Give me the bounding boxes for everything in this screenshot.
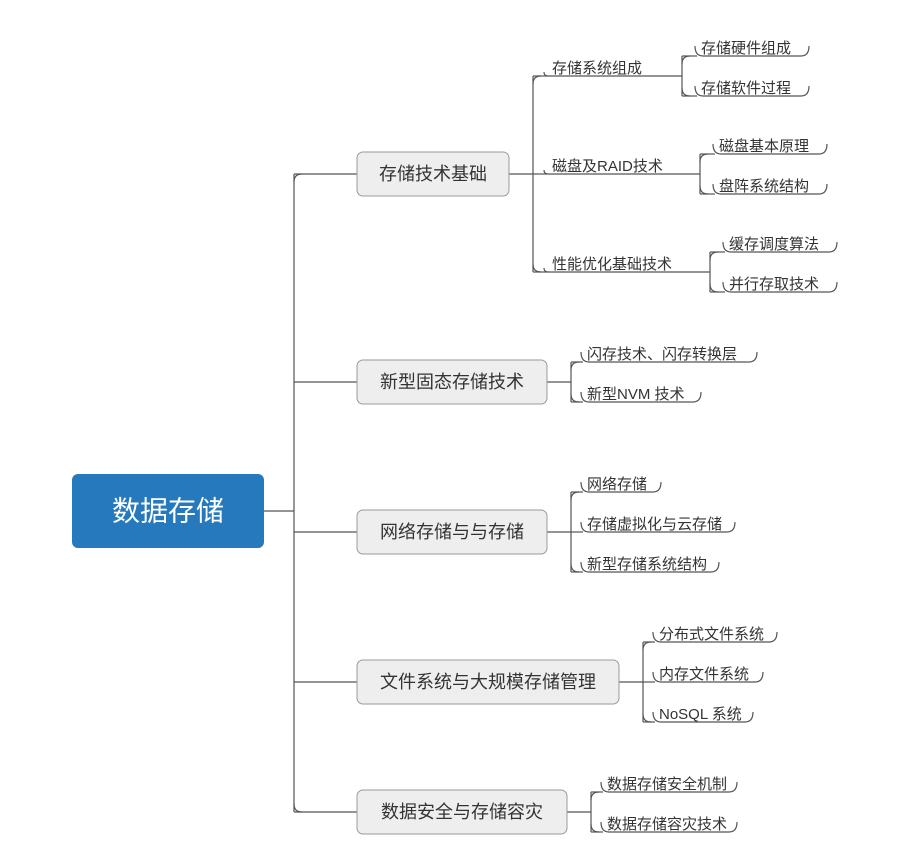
link	[571, 564, 579, 572]
leaf-node-label: 新型存储系统结构	[587, 556, 707, 573]
link	[571, 492, 579, 500]
leaf-node-label: 存储硬件组成	[701, 40, 791, 57]
link	[710, 252, 718, 260]
link	[700, 154, 708, 162]
leaf-node-label: 并行存取技术	[729, 276, 819, 293]
leaf-node-label: 闪存技术、闪存转换层	[587, 346, 737, 363]
mid-node-label: 性能优化基础技术	[552, 256, 672, 273]
link	[533, 76, 541, 84]
link	[571, 394, 579, 402]
leaf-node-label: 数据存储容灾技术	[607, 816, 727, 833]
link-trunk-top-corner	[294, 174, 302, 182]
leaf-node-label: 内存文件系统	[659, 666, 749, 683]
link	[591, 792, 599, 800]
branch-node-label-1: 新型固态存储技术	[380, 372, 524, 392]
mindmap-canvas: 数据存储存储技术基础新型固态存储技术网络存储与与存储文件系统与大规模存储管理数据…	[0, 0, 913, 856]
link	[682, 56, 690, 64]
root-node-label: 数据存储	[112, 495, 224, 526]
mid-node-label: 磁盘及RAID技术	[552, 157, 663, 175]
leaf-node-label: 存储虚拟化与云存储	[587, 516, 722, 533]
link	[591, 824, 599, 832]
link	[533, 264, 541, 272]
leaf-node-label: 磁盘基本原理	[719, 137, 809, 155]
link-trunk-bot-corner	[294, 804, 302, 812]
leaf-node-label: 存储软件过程	[701, 80, 791, 97]
branch-node-label-0: 存储技术基础	[379, 164, 487, 184]
branch-node-label-2: 网络存储与与存储	[380, 522, 524, 542]
leaf-node-label: 缓存调度算法	[729, 235, 819, 253]
link	[700, 186, 708, 194]
link	[682, 88, 690, 96]
link	[571, 362, 579, 370]
branch-node-label-3: 文件系统与大规模存储管理	[380, 672, 596, 692]
leaf-node-label: 新型NVM 技术	[587, 386, 685, 403]
leaf-node-label: 网络存储	[587, 476, 647, 493]
leaf-node-label: 盘阵系统结构	[719, 177, 809, 195]
mid-node-label: 存储系统组成	[552, 60, 642, 77]
leaf-node-label: 数据存储安全机制	[607, 775, 727, 793]
branch-node-label-4: 数据安全与存储容灾	[381, 802, 543, 822]
link	[643, 642, 651, 650]
link	[643, 714, 651, 722]
link	[710, 284, 718, 292]
leaf-node-label: NoSQL 系统	[659, 706, 742, 723]
leaf-node-label: 分布式文件系统	[659, 626, 764, 643]
